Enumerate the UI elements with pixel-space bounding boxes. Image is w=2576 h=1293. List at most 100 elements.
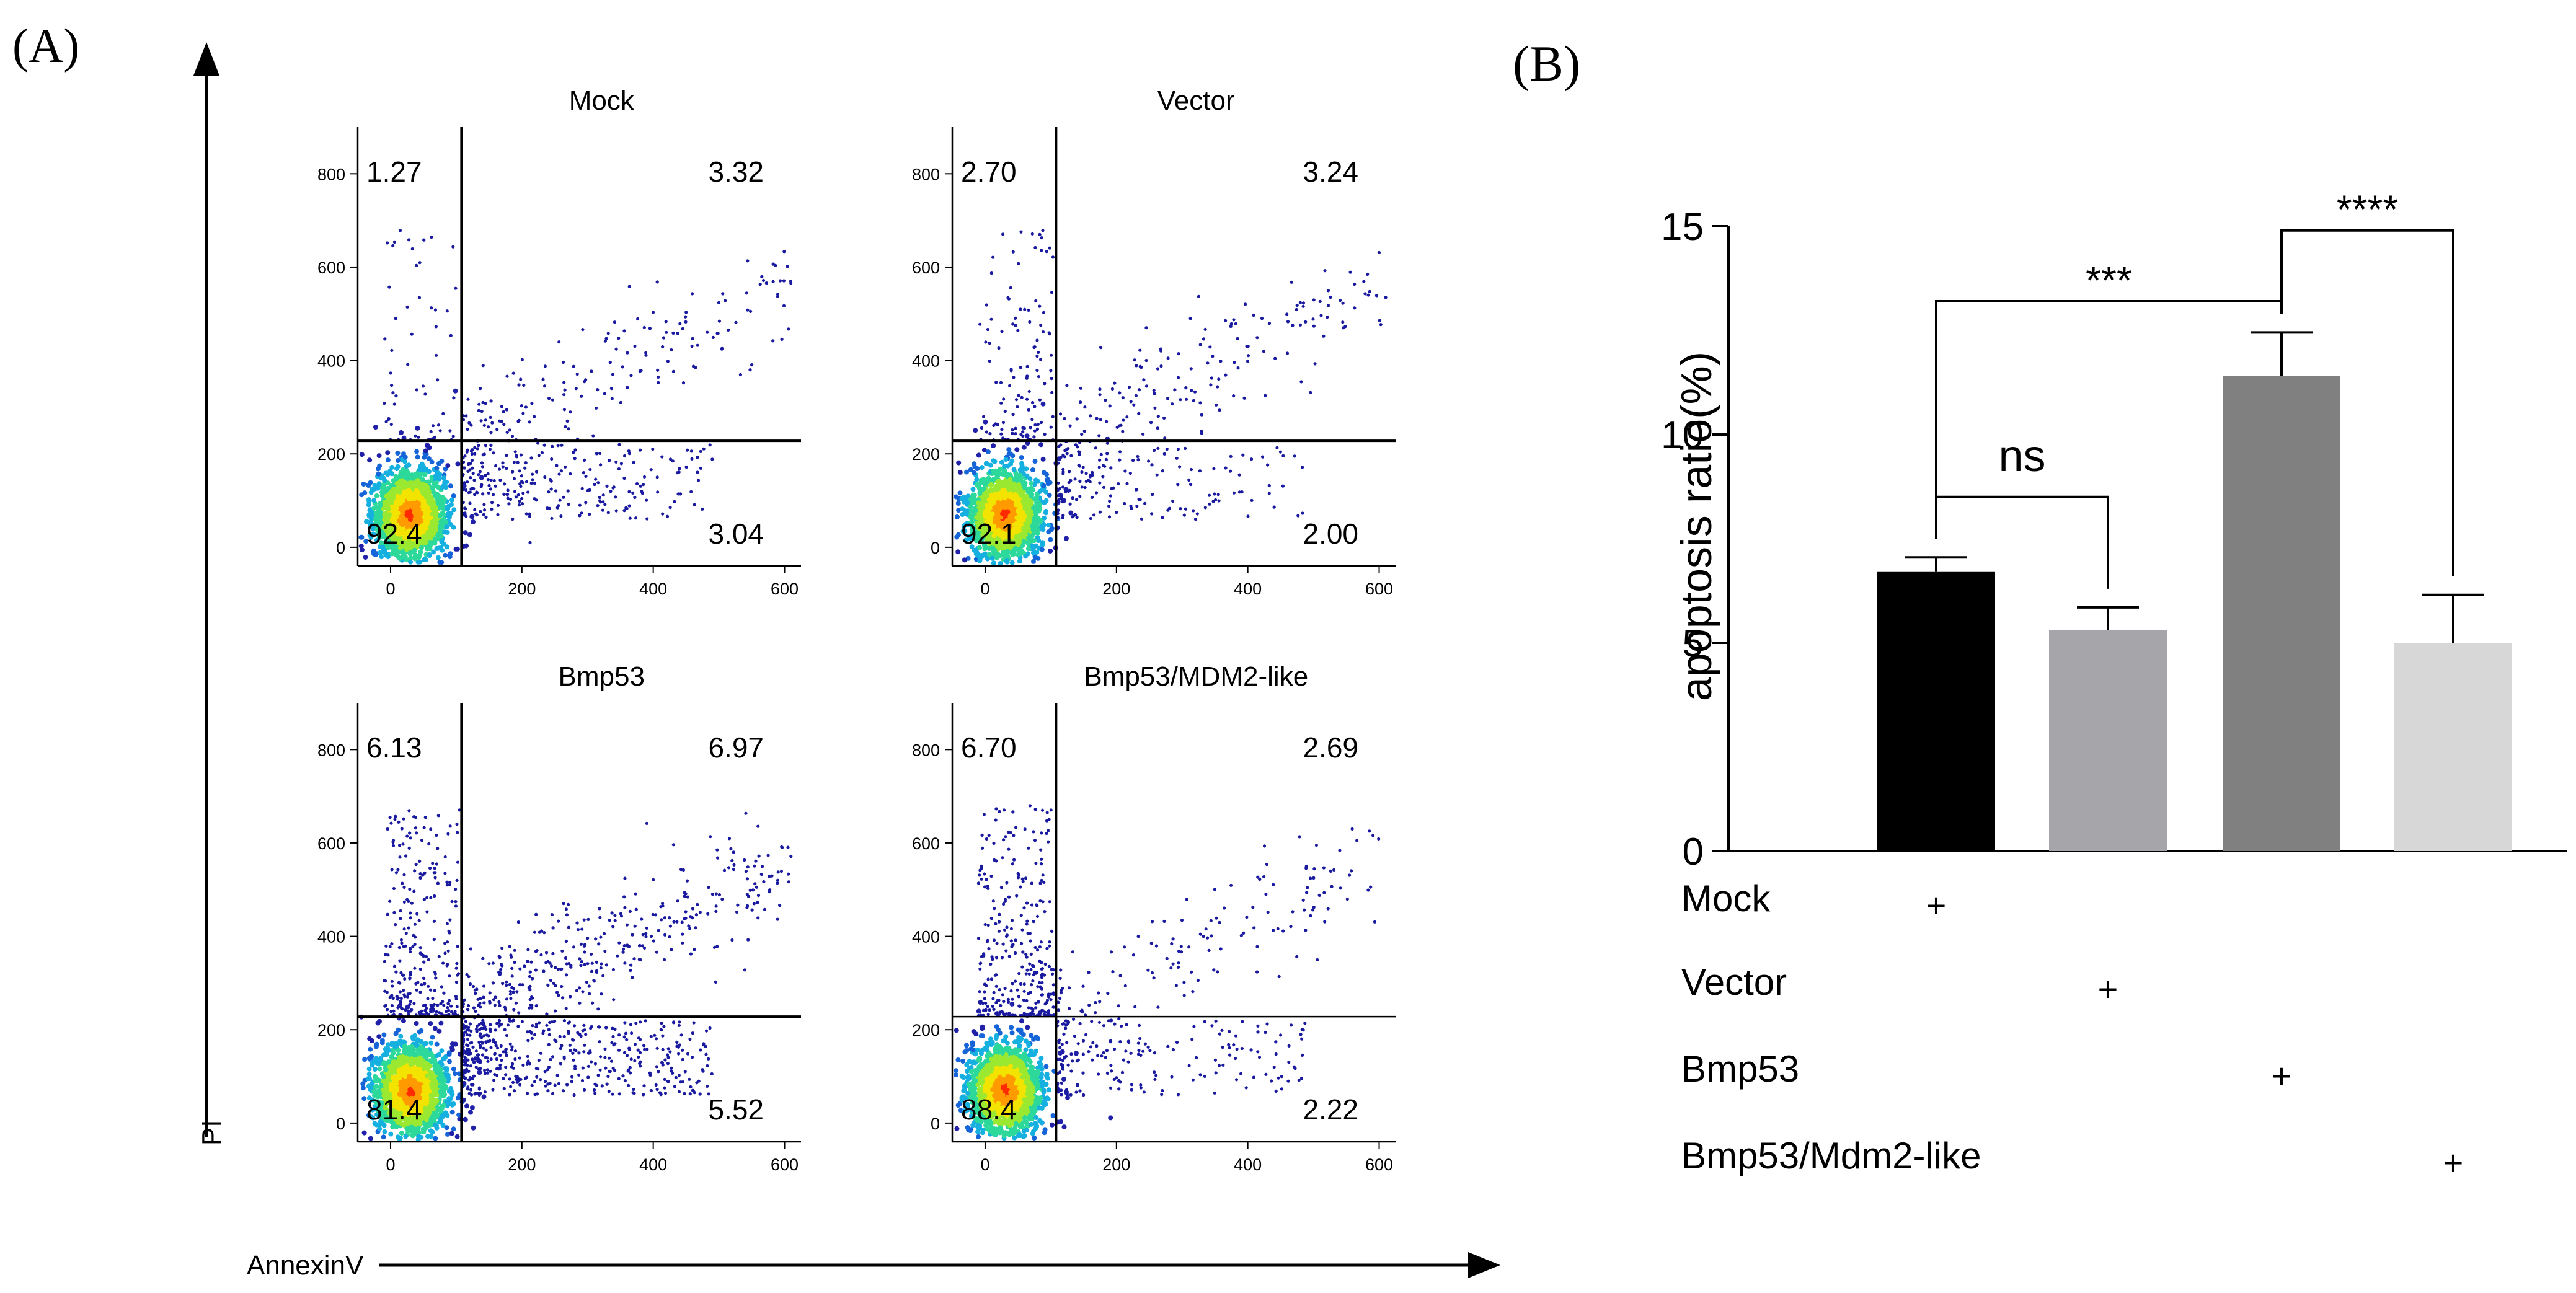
event-dot bbox=[1101, 464, 1105, 467]
event-dot bbox=[1104, 457, 1108, 462]
event-dot bbox=[1040, 249, 1043, 252]
event-dot bbox=[387, 417, 391, 421]
event-dot bbox=[534, 498, 538, 502]
event-dot bbox=[407, 483, 413, 488]
event-dot bbox=[716, 332, 720, 335]
event-dot bbox=[423, 448, 428, 454]
event-dot bbox=[1032, 459, 1038, 464]
event-dot bbox=[661, 345, 665, 349]
event-dot bbox=[474, 512, 478, 516]
event-dot bbox=[1323, 269, 1327, 273]
event-dot bbox=[1123, 501, 1126, 506]
event-dot bbox=[593, 482, 596, 487]
event-dot bbox=[383, 401, 386, 405]
event-dot bbox=[614, 509, 618, 513]
event-dot bbox=[406, 363, 410, 366]
event-dot bbox=[1017, 394, 1020, 397]
event-dot bbox=[565, 419, 569, 423]
event-dot bbox=[666, 360, 670, 363]
event-dot bbox=[670, 348, 673, 352]
quadrant-lower-right-percent: 3.04 bbox=[708, 518, 764, 550]
event-dot bbox=[540, 451, 544, 455]
event-dot bbox=[511, 517, 515, 521]
event-dot bbox=[1264, 394, 1267, 397]
event-dot bbox=[1179, 507, 1182, 511]
event-dot bbox=[617, 443, 621, 446]
event-dot bbox=[379, 485, 385, 490]
event-dot bbox=[395, 451, 401, 456]
event-dot bbox=[628, 516, 632, 520]
event-dot bbox=[464, 414, 468, 418]
event-dot bbox=[645, 498, 648, 502]
event-dot bbox=[496, 513, 500, 516]
event-dot bbox=[1141, 432, 1145, 436]
event-dot bbox=[1048, 246, 1051, 250]
event-dot bbox=[782, 304, 786, 307]
event-dot bbox=[451, 493, 456, 498]
event-dot bbox=[1112, 486, 1115, 490]
event-dot bbox=[1021, 513, 1027, 518]
event-dot bbox=[1198, 469, 1202, 473]
event-dot bbox=[1019, 366, 1022, 369]
event-dot bbox=[1071, 515, 1074, 519]
event-dot bbox=[1051, 415, 1055, 418]
event-dot bbox=[1301, 511, 1304, 515]
event-dot bbox=[572, 451, 575, 454]
event-dot bbox=[1150, 512, 1154, 516]
event-dot bbox=[429, 430, 433, 434]
event-dot bbox=[749, 309, 753, 313]
event-dot bbox=[584, 474, 588, 479]
event-dot bbox=[668, 506, 672, 510]
event-dot bbox=[696, 470, 699, 474]
event-dot bbox=[1224, 373, 1228, 377]
event-dot bbox=[746, 308, 750, 312]
event-dot bbox=[1073, 477, 1077, 481]
event-dot bbox=[1021, 444, 1027, 450]
event-dot bbox=[494, 464, 498, 468]
event-dot bbox=[387, 512, 392, 518]
event-dot bbox=[438, 429, 442, 433]
event-dot bbox=[684, 311, 688, 314]
x-tick-label: 400 bbox=[1234, 580, 1262, 598]
event-dot bbox=[520, 474, 524, 478]
event-dot bbox=[609, 387, 614, 391]
event-dot bbox=[488, 448, 492, 451]
event-dot bbox=[377, 1066, 383, 1072]
event-dot bbox=[1088, 475, 1092, 479]
event-dot bbox=[367, 457, 373, 463]
event-dot bbox=[1025, 397, 1029, 401]
event-dot bbox=[1029, 426, 1032, 430]
event-dot bbox=[1014, 426, 1017, 430]
event-dot bbox=[1281, 454, 1285, 458]
event-dot bbox=[1122, 418, 1125, 422]
event-dot bbox=[415, 454, 420, 460]
event-dot bbox=[519, 377, 523, 381]
event-dot bbox=[463, 506, 467, 510]
event-dot bbox=[528, 420, 531, 424]
event-dot bbox=[681, 381, 686, 385]
event-dot bbox=[761, 278, 766, 283]
event-dot bbox=[760, 275, 764, 279]
event-dot bbox=[955, 549, 961, 555]
event-dot bbox=[512, 461, 516, 464]
event-dot bbox=[581, 328, 585, 332]
event-dot bbox=[1049, 425, 1053, 429]
event-dot bbox=[440, 503, 445, 508]
event-dot bbox=[603, 392, 606, 395]
event-dot bbox=[1000, 428, 1004, 431]
event-dot bbox=[1092, 513, 1096, 517]
event-dot bbox=[1002, 397, 1006, 401]
event-dot bbox=[421, 384, 425, 388]
event-dot bbox=[429, 459, 435, 465]
y-tick-label: 200 bbox=[912, 445, 940, 464]
event-dot bbox=[419, 461, 425, 467]
event-dot bbox=[684, 320, 688, 324]
event-dot bbox=[410, 332, 414, 336]
event-dot bbox=[734, 320, 738, 324]
event-dot bbox=[399, 430, 404, 435]
event-dot bbox=[657, 375, 660, 379]
event-dot bbox=[1020, 479, 1025, 485]
event-dot bbox=[1229, 454, 1233, 459]
event-dot bbox=[1051, 255, 1055, 259]
event-dot bbox=[1125, 415, 1129, 419]
